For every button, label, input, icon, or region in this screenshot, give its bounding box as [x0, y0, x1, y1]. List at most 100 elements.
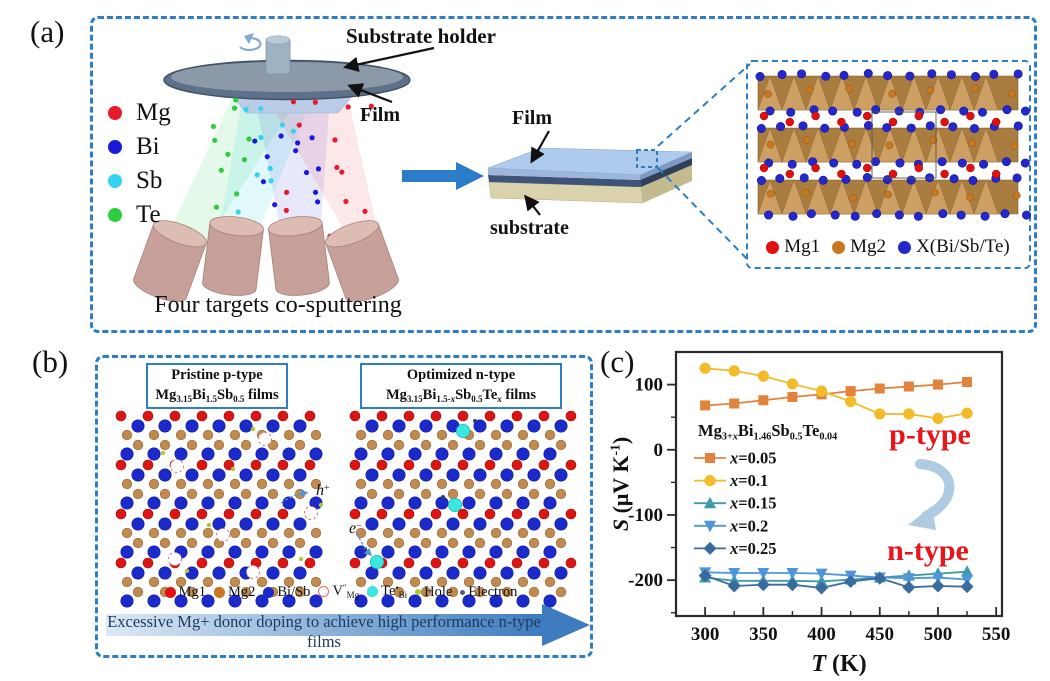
zoom-connector-lines [657, 63, 751, 263]
hole-annotation: h+ [316, 482, 330, 499]
process-arrow-icon [402, 162, 484, 190]
panel-a-border [90, 16, 1037, 333]
legend-marker-icon [213, 586, 225, 598]
sputter-atoms [210, 97, 374, 241]
atom-dot-icon [108, 140, 122, 154]
svg-text:-100: -100 [628, 505, 663, 526]
doping-banner-arrow [106, 604, 590, 646]
atom-dot-icon [832, 240, 846, 254]
atom-label: Mg1 [784, 236, 821, 257]
svg-text:100: 100 [635, 375, 664, 396]
crystal-legend-item: Mg2 [832, 236, 886, 258]
slab-film-label: Film [512, 107, 552, 129]
svg-text:S (μV K-1): S (μV K-1) [608, 437, 633, 531]
legend-label: Mg1 [178, 583, 206, 600]
sputter-target-cylinder [268, 216, 330, 296]
electron-annotation: e− [349, 520, 362, 537]
defect-legend-item: Mg1 [164, 583, 206, 601]
pristine-p-type-box: Pristine p-type Mg3.15Bi1.5Sb0.5 films [146, 363, 288, 409]
sputter-target-cylinder [133, 220, 207, 302]
pristine-p-type-formula: Mg3.15Bi1.5Sb0.5 films [155, 386, 279, 404]
crystal-legend-item: Mg1 [766, 236, 820, 258]
film-substrate-slab [487, 147, 693, 204]
n-type-lattice [347, 409, 577, 608]
legend-label: Hole [424, 583, 453, 600]
sputter-target-cylinder [325, 220, 399, 302]
defect-legend-item: Mg2 [213, 583, 256, 601]
panel-a-label: (a) [30, 14, 65, 49]
atom-legend-item: Sb [108, 164, 171, 198]
defect-legend-item: Hole [415, 584, 452, 601]
optimized-n-type-box: Optimized n-type Mg3.15Bi1.5-xSb0.5Tex f… [360, 363, 562, 409]
p-type-lattice [113, 409, 324, 608]
atom-legend-item: Mg [108, 96, 171, 130]
defect-legend-item: Electron [460, 584, 517, 601]
crystal-structure [755, 69, 1032, 221]
sputter-plumes [170, 96, 378, 240]
defect-legend-item: V″Mg [318, 583, 360, 601]
legend-marker-icon [263, 586, 275, 598]
svg-text:x=0.1: x=0.1 [729, 471, 768, 490]
panel-a-atom-legend: Mg Bi Sb Te [108, 96, 171, 232]
svg-text:p-type: p-type [889, 418, 971, 451]
zoom-region-box [636, 149, 658, 168]
legend-label: Te•Bi [381, 583, 408, 601]
legend-marker-icon [164, 586, 176, 598]
legend-label: Bi/Sb [277, 583, 311, 600]
sputter-target-cylinder [202, 216, 264, 296]
panel-b-border [95, 355, 593, 658]
atom-legend-item: Te [108, 198, 171, 232]
crystal-legend-item: X(Bi/Sb/Te) [898, 236, 1010, 258]
spindle [265, 39, 291, 75]
legend-marker-icon [318, 586, 330, 598]
panel-b-label: (b) [32, 344, 69, 379]
substrate-holder-label: Substrate holder [346, 24, 496, 48]
film-label-top: Film [360, 104, 400, 126]
svg-text:x=0.15: x=0.15 [729, 494, 777, 513]
svg-text:300: 300 [691, 624, 720, 645]
crystal-legend: Mg1 Mg2 X(Bi/Sb/Te) [752, 236, 1024, 258]
pristine-p-type-title: Pristine p-type [171, 367, 263, 384]
seebeck-chart: 300 350 400 450 500 550 100 0 -100 -200 T (K) S (μV… [608, 350, 1011, 677]
legend-label: Electron [468, 583, 518, 600]
annotation-arrows [342, 46, 550, 216]
svg-text:-200: -200 [628, 570, 663, 591]
atom-dot-icon [766, 240, 780, 254]
doping-banner-text: Excessive Mg+ donor doping to achieve hi… [107, 612, 541, 651]
slab-substrate-label: substrate [490, 217, 569, 239]
svg-text:T (K): T (K) [811, 651, 866, 677]
atom-label: Te [136, 201, 161, 228]
atom-dot-icon [108, 106, 122, 120]
legend-marker-icon [460, 589, 466, 595]
atom-label: X(Bi/Sb/Te) [916, 236, 1010, 257]
panel-a-caption: Four targets co-sputtering [154, 292, 402, 318]
svg-text:450: 450 [866, 624, 895, 645]
svg-text:0: 0 [654, 440, 664, 461]
svg-text:n-type: n-type [887, 534, 969, 567]
atom-label: Mg [136, 99, 171, 126]
legend-label: V″Mg [332, 583, 360, 601]
atom-dot-icon [108, 208, 122, 222]
legend-marker-icon [415, 589, 422, 595]
svg-text:x=0.05: x=0.05 [729, 449, 777, 468]
legend-marker-icon [367, 586, 379, 598]
rotation-arrow-icon [239, 36, 262, 52]
defect-legend-item: Te•Bi [367, 583, 408, 601]
legend-label: Mg2 [227, 583, 256, 600]
atom-dot-icon [108, 174, 122, 188]
optimized-n-type-formula: Mg3.15Bi1.5-xSb0.5Tex films [386, 386, 536, 404]
svg-text:Mg3+xBi1.46Sb0.5Te0.04: Mg3+xBi1.46Sb0.5Te0.04 [698, 421, 837, 443]
svg-text:x=0.25: x=0.25 [729, 539, 777, 558]
sputter-targets [133, 216, 399, 302]
svg-text:x=0.2: x=0.2 [729, 516, 768, 535]
atom-legend-item: Bi [108, 130, 171, 164]
panel-b-legend: Mg1 Mg2 Bi/Sb V″Mg Te•Bi Hole Electron [100, 583, 582, 601]
atom-label: Bi [136, 133, 160, 160]
svg-text:550: 550 [982, 624, 1011, 645]
atom-dot-icon [898, 240, 912, 254]
optimized-n-type-title: Optimized n-type [406, 367, 516, 384]
atom-label: Mg2 [850, 236, 887, 257]
panel-c-label: (c) [600, 344, 635, 379]
